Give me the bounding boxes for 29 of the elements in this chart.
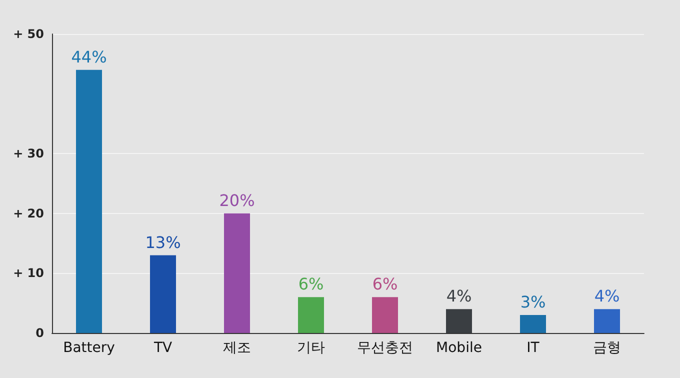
data-label: 6% xyxy=(298,274,324,294)
bar xyxy=(150,255,176,333)
data-label: 13% xyxy=(145,232,181,252)
bar xyxy=(446,309,472,333)
bar xyxy=(520,315,546,333)
bar xyxy=(372,297,398,333)
bar xyxy=(76,70,102,333)
x-tick-label: 무선충전 xyxy=(357,340,413,356)
x-tick-label: 금형 xyxy=(593,340,621,356)
bar xyxy=(224,213,250,333)
bar xyxy=(594,309,620,333)
x-tick-label: Mobile xyxy=(436,340,482,356)
y-tick-label: + 30 xyxy=(13,146,44,161)
y-tick-label: + 10 xyxy=(13,266,44,280)
data-label: 4% xyxy=(446,286,472,306)
bar xyxy=(298,297,324,333)
y-tick-label: + 20 xyxy=(13,206,44,220)
data-label: 3% xyxy=(520,292,546,312)
y-tick-label: + 50 xyxy=(13,27,44,41)
data-label: 4% xyxy=(594,286,620,306)
y-tick-label: 0 xyxy=(36,326,44,340)
data-label: 20% xyxy=(219,190,255,210)
x-tick-label: 기타 xyxy=(297,340,325,356)
x-tick-label: TV xyxy=(152,340,172,356)
x-tick-label: Battery xyxy=(63,340,115,356)
data-label: 44% xyxy=(71,47,107,66)
data-label: 6% xyxy=(372,274,398,294)
x-tick-label: IT xyxy=(526,340,540,356)
x-tick-label: 제조 xyxy=(223,340,251,356)
